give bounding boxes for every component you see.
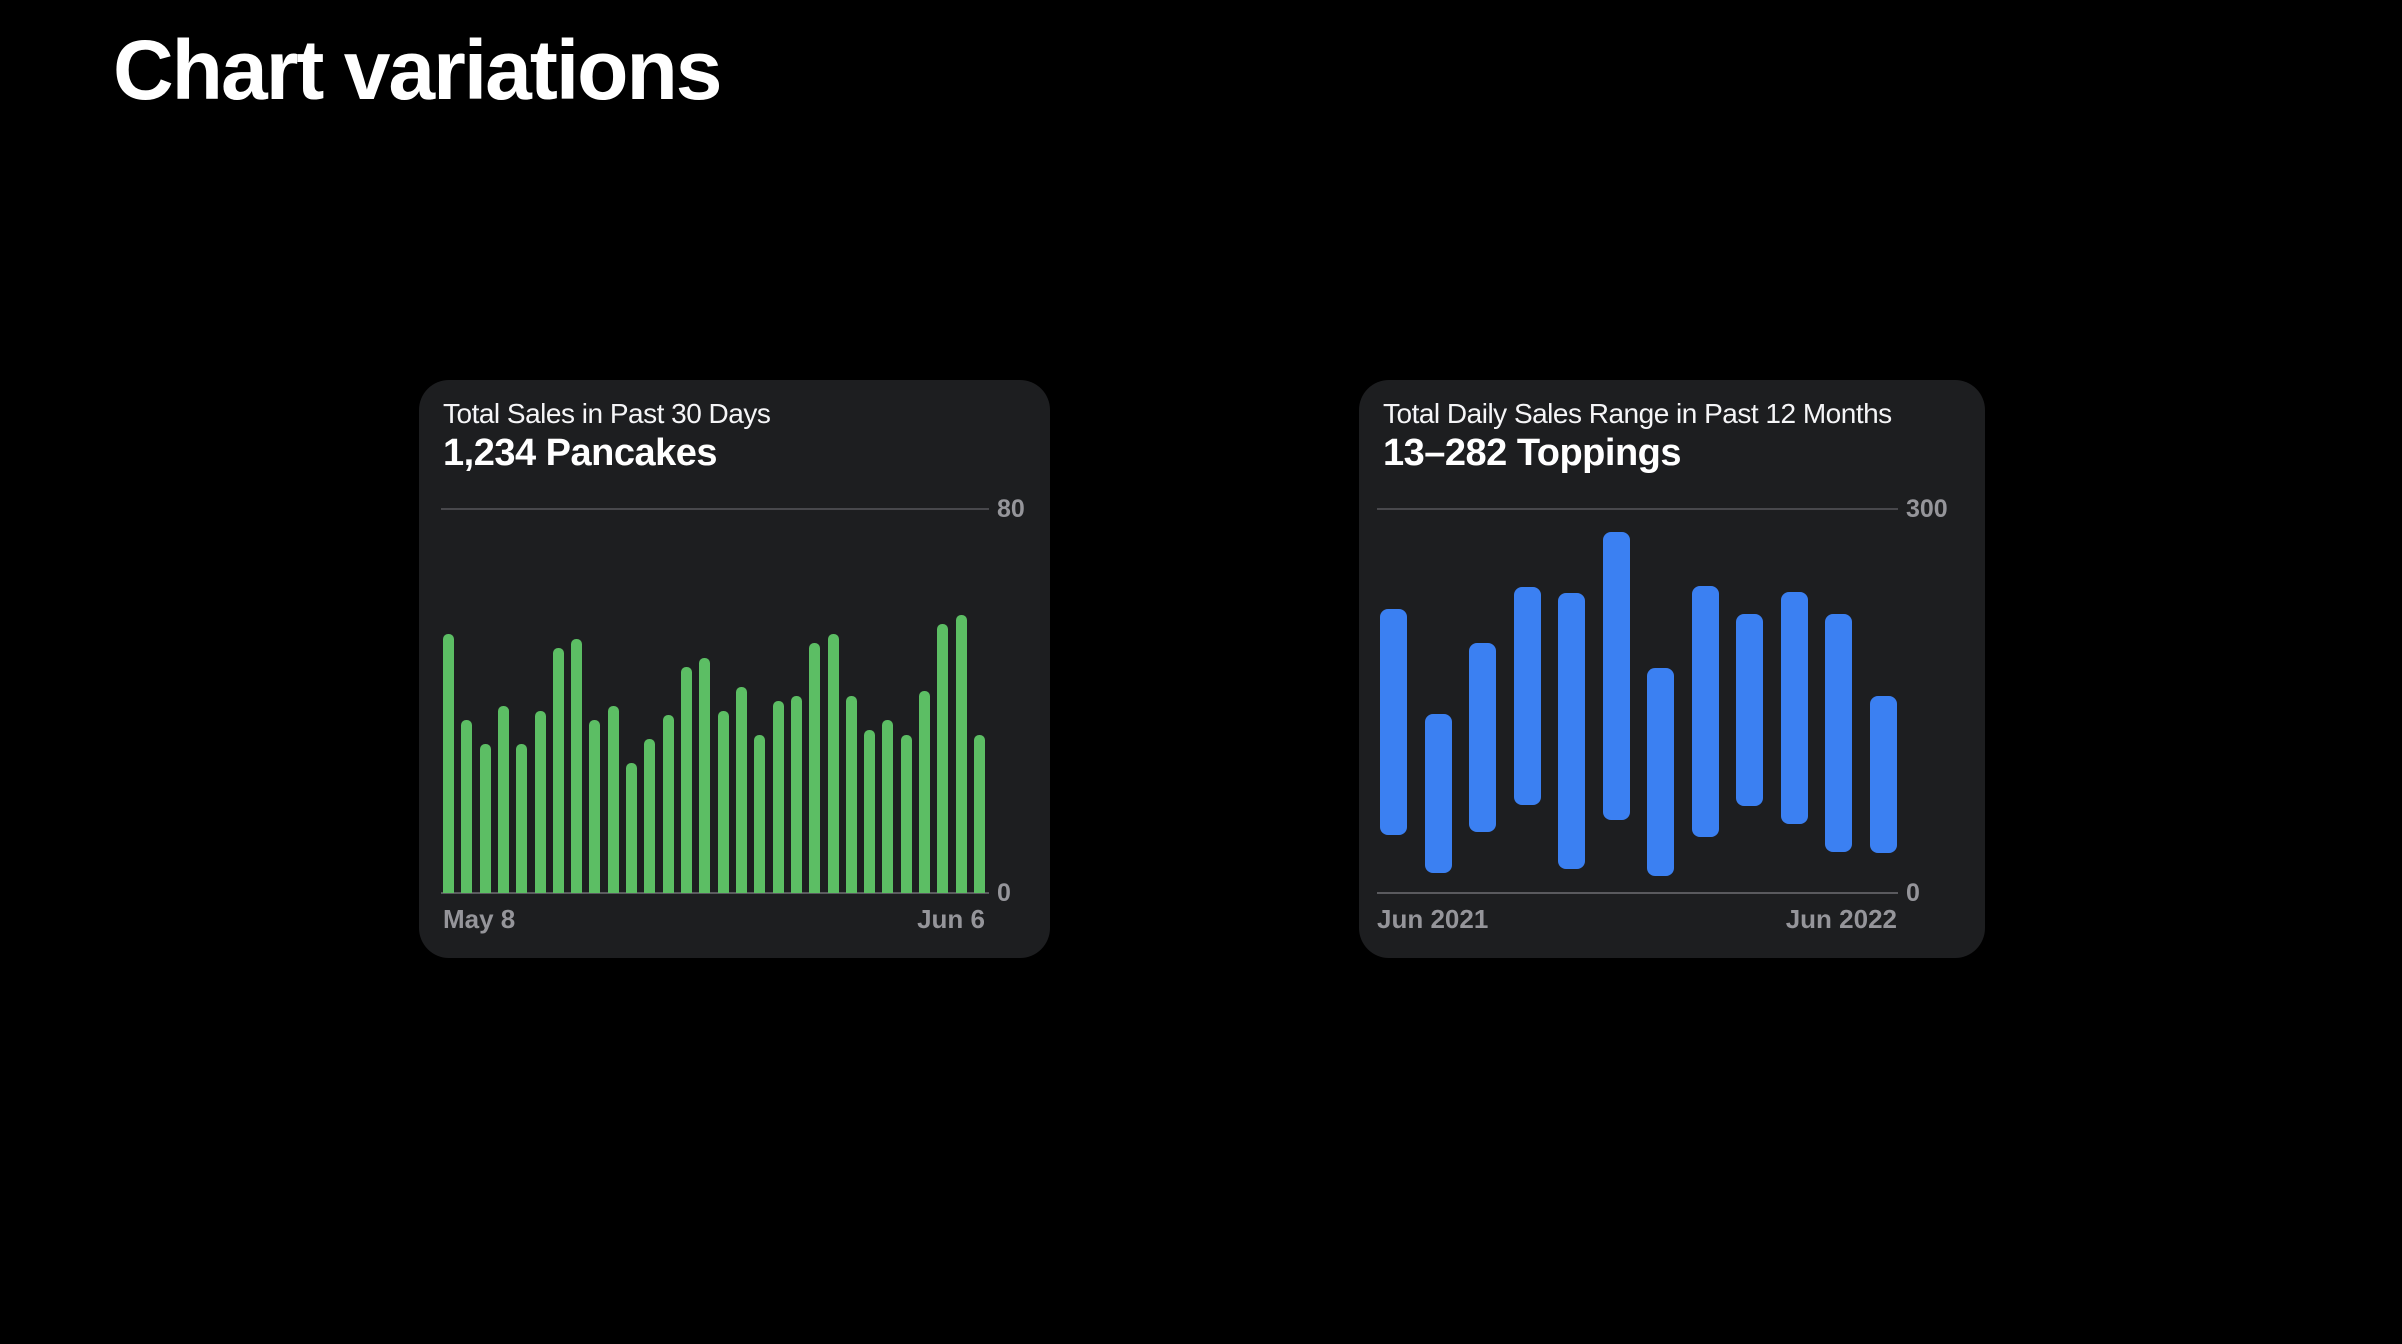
range-bar <box>1736 613 1764 806</box>
bar <box>955 614 967 893</box>
y-axis-max-label: 300 <box>1906 495 1948 523</box>
bar <box>443 633 454 893</box>
page-title: Chart variations <box>113 23 723 117</box>
bar <box>864 729 876 893</box>
bar <box>754 734 766 893</box>
bar <box>974 734 985 893</box>
bar <box>882 720 894 893</box>
bar <box>644 739 656 893</box>
x-axis-end-label: Jun 2022 <box>1785 904 1897 934</box>
y-gridline-max <box>1377 508 1898 510</box>
range-bar <box>1825 613 1853 853</box>
bar <box>571 638 583 893</box>
bar <box>772 701 784 893</box>
chart-card-pancakes: Total Sales in Past 30 Days 1,234 Pancak… <box>419 380 1050 958</box>
range-bar <box>1380 608 1407 836</box>
chart-title: Total Daily Sales Range in Past 12 Month… <box>1383 398 1892 429</box>
y-axis-max-label: 80 <box>997 495 1025 523</box>
range-bar <box>1691 585 1719 837</box>
chart-summary-value: 13–282 Toppings <box>1383 432 1682 474</box>
x-axis-start-label: May 8 <box>443 904 516 934</box>
range-bar <box>1647 667 1675 877</box>
bar <box>479 744 491 893</box>
bar <box>919 691 931 893</box>
bar <box>626 763 638 893</box>
bar <box>516 744 528 893</box>
bar <box>717 710 729 893</box>
y-axis-zero-label: 0 <box>1906 879 1920 907</box>
range-bar <box>1469 643 1497 832</box>
bar <box>534 710 546 893</box>
bar <box>552 648 564 893</box>
bar <box>699 657 711 893</box>
bar <box>461 720 473 893</box>
chart-title: Total Sales in Past 30 Days <box>443 398 771 429</box>
range-bar <box>1558 593 1586 869</box>
x-axis-end-label: Jun 6 <box>917 904 985 934</box>
y-axis-zero-label: 0 <box>997 879 1011 907</box>
range-bar <box>1602 532 1630 821</box>
x-axis-line <box>1377 892 1898 894</box>
bar-chart-pancakes <box>443 509 985 893</box>
range-bar <box>1870 695 1897 854</box>
range-bar <box>1424 713 1452 873</box>
bar <box>790 696 802 893</box>
chart-card-toppings: Total Daily Sales Range in Past 12 Month… <box>1359 380 1985 958</box>
bar <box>900 734 912 893</box>
chart-summary-value: 1,234 Pancakes <box>443 432 718 474</box>
bar <box>845 696 857 893</box>
bar <box>497 705 509 893</box>
bar <box>937 624 949 893</box>
x-axis-line <box>441 892 989 894</box>
bar <box>662 715 674 893</box>
bar <box>827 633 839 893</box>
bar <box>809 643 821 893</box>
y-gridline-max <box>441 508 989 510</box>
bar <box>735 686 747 893</box>
x-axis-start-label: Jun 2021 <box>1377 904 1489 934</box>
bar <box>589 720 601 893</box>
range-bar <box>1780 592 1808 824</box>
bar <box>607 705 619 893</box>
bar <box>681 667 693 893</box>
range-bar <box>1513 587 1541 805</box>
range-bar-chart-toppings <box>1380 509 1897 893</box>
